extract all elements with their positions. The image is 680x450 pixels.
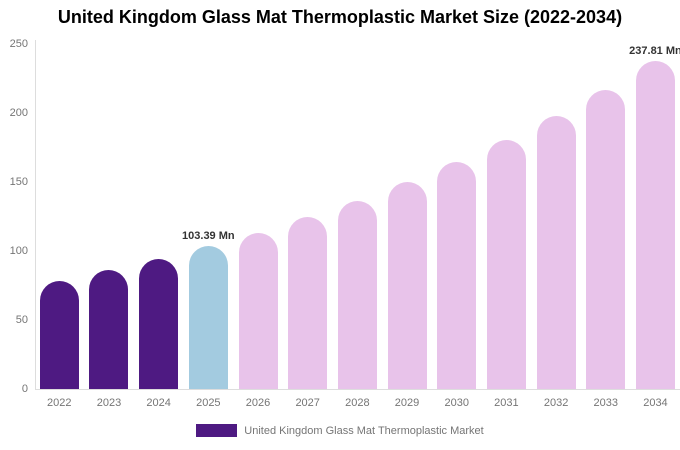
x-tick-label: 2028: [345, 397, 370, 409]
y-axis-line: [35, 40, 36, 389]
x-tick-label: 2033: [593, 397, 618, 409]
bar-2032[interactable]: [536, 116, 576, 389]
y-tick-label: 50: [15, 314, 28, 326]
bar-2033[interactable]: [586, 89, 626, 389]
y-tick-label: 200: [9, 107, 28, 119]
x-tick-label: 2027: [295, 397, 320, 409]
x-tick-label: 2029: [394, 397, 420, 409]
x-tick-label: 2031: [494, 397, 519, 409]
bar-2028[interactable]: [337, 200, 377, 389]
bar-2027[interactable]: [288, 217, 328, 389]
bar-2022[interactable]: [39, 280, 79, 389]
y-tick-label: 250: [9, 38, 28, 50]
bar-2029[interactable]: [387, 182, 427, 389]
value-label-2034: 237.81 Mn: [629, 44, 680, 57]
x-tick-label: 2024: [146, 397, 171, 409]
bar-2025[interactable]: [188, 246, 228, 389]
value-label-2025: 103.39 Mn: [182, 230, 235, 243]
chart-title: United Kingdom Glass Mat Thermoplastic M…: [57, 7, 623, 27]
x-axis-line: [35, 389, 680, 390]
x-tick-label: 2030: [444, 397, 469, 409]
y-tick-label: 150: [9, 176, 28, 188]
bar-2023[interactable]: [89, 270, 129, 389]
y-tick-label: 0: [21, 383, 28, 395]
legend: United Kingdom Glass Mat Thermoplastic M…: [0, 424, 680, 437]
legend-label[interactable]: United Kingdom Glass Mat Thermoplastic M…: [244, 424, 484, 437]
bar-2030[interactable]: [437, 162, 477, 389]
x-tick-label: 2026: [245, 397, 271, 409]
legend-swatch[interactable]: [196, 424, 238, 437]
x-tick-label: 2025: [196, 397, 221, 409]
x-tick-label: 2034: [643, 397, 668, 409]
bar-2026[interactable]: [238, 232, 278, 389]
x-tick-label: 2023: [96, 397, 122, 409]
y-tick-label: 100: [9, 245, 28, 257]
x-tick-label: 2022: [47, 397, 72, 409]
bar-2034[interactable]: [635, 60, 675, 389]
x-tick-label: 2032: [543, 397, 569, 409]
bar-2031[interactable]: [486, 140, 526, 389]
plot-area: [35, 44, 680, 389]
bar-2024[interactable]: [139, 259, 179, 389]
